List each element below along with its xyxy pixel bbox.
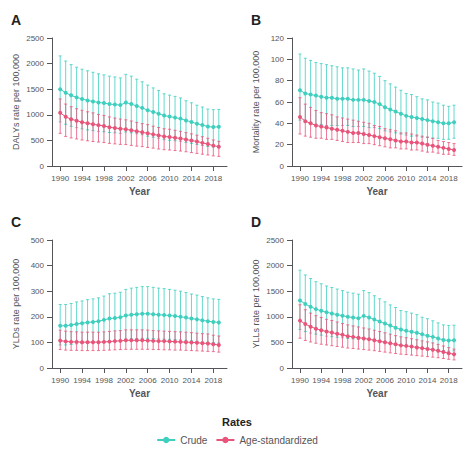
svg-text:YLLs rate per 100,000: YLLs rate per 100,000 [251,259,261,348]
svg-text:2002: 2002 [117,376,135,385]
svg-text:2014: 2014 [183,174,201,183]
svg-text:80: 80 [275,76,284,85]
svg-text:0: 0 [40,364,45,373]
svg-text:2002: 2002 [355,174,373,183]
svg-text:2006: 2006 [376,376,394,385]
svg-text:2010: 2010 [161,174,179,183]
svg-text:Crude: Crude [180,435,208,446]
svg-text:300: 300 [31,287,45,296]
svg-text:Year: Year [129,388,150,399]
svg-text:1000: 1000 [266,312,284,321]
svg-text:2006: 2006 [139,174,157,183]
svg-text:1990: 1990 [291,174,309,183]
svg-text:YLDs rate per 100,000: YLDs rate per 100,000 [11,259,21,350]
svg-text:Year: Year [366,388,387,399]
svg-text:1994: 1994 [73,376,91,385]
svg-text:2000: 2000 [266,261,284,270]
svg-text:2006: 2006 [376,174,394,183]
svg-text:500: 500 [31,236,45,245]
svg-text:2014: 2014 [419,174,437,183]
svg-text:1998: 1998 [95,376,113,385]
svg-text:Year: Year [366,186,387,197]
svg-text:2002: 2002 [355,376,373,385]
svg-text:500: 500 [271,338,285,347]
svg-text:2000: 2000 [26,59,44,68]
svg-text:2014: 2014 [183,376,201,385]
svg-text:1000: 1000 [26,110,44,119]
svg-text:100: 100 [271,55,285,64]
svg-text:2018: 2018 [440,376,458,385]
svg-text:1500: 1500 [266,287,284,296]
svg-text:400: 400 [31,261,45,270]
svg-text:DALYs rate per 100,000: DALYs rate per 100,000 [11,54,21,150]
svg-text:20: 20 [275,140,284,149]
svg-text:1998: 1998 [95,174,113,183]
svg-text:2018: 2018 [440,174,458,183]
svg-text:2006: 2006 [139,376,157,385]
svg-text:1994: 1994 [312,376,330,385]
svg-text:2018: 2018 [204,376,222,385]
svg-text:1990: 1990 [51,376,69,385]
svg-text:0: 0 [280,162,285,171]
svg-text:1990: 1990 [291,376,309,385]
svg-text:2010: 2010 [161,376,179,385]
svg-text:1998: 1998 [334,174,352,183]
svg-text:1990: 1990 [51,174,69,183]
svg-text:500: 500 [31,136,45,145]
svg-text:Rates: Rates [222,416,252,428]
svg-text:Age-standardized: Age-standardized [239,435,317,446]
svg-text:Year: Year [129,186,150,197]
svg-text:40: 40 [275,119,284,128]
svg-text:1994: 1994 [312,174,330,183]
svg-text:2014: 2014 [419,376,437,385]
svg-text:1500: 1500 [26,85,44,94]
svg-text:D: D [251,214,261,230]
svg-text:60: 60 [275,98,284,107]
svg-text:100: 100 [31,338,45,347]
svg-text:2010: 2010 [397,376,415,385]
svg-text:1994: 1994 [73,174,91,183]
svg-text:200: 200 [31,312,45,321]
svg-text:2002: 2002 [117,174,135,183]
svg-text:0: 0 [40,162,45,171]
svg-text:2500: 2500 [26,34,44,43]
svg-text:2018: 2018 [204,174,222,183]
svg-text:B: B [251,12,261,28]
svg-text:2010: 2010 [397,174,415,183]
svg-text:1998: 1998 [334,376,352,385]
svg-text:Mortality rate per 100,000: Mortality rate per 100,000 [251,51,261,154]
svg-text:C: C [11,214,21,230]
svg-text:A: A [11,12,21,28]
svg-text:0: 0 [280,364,285,373]
svg-text:2500: 2500 [266,236,284,245]
svg-text:120: 120 [271,34,285,43]
